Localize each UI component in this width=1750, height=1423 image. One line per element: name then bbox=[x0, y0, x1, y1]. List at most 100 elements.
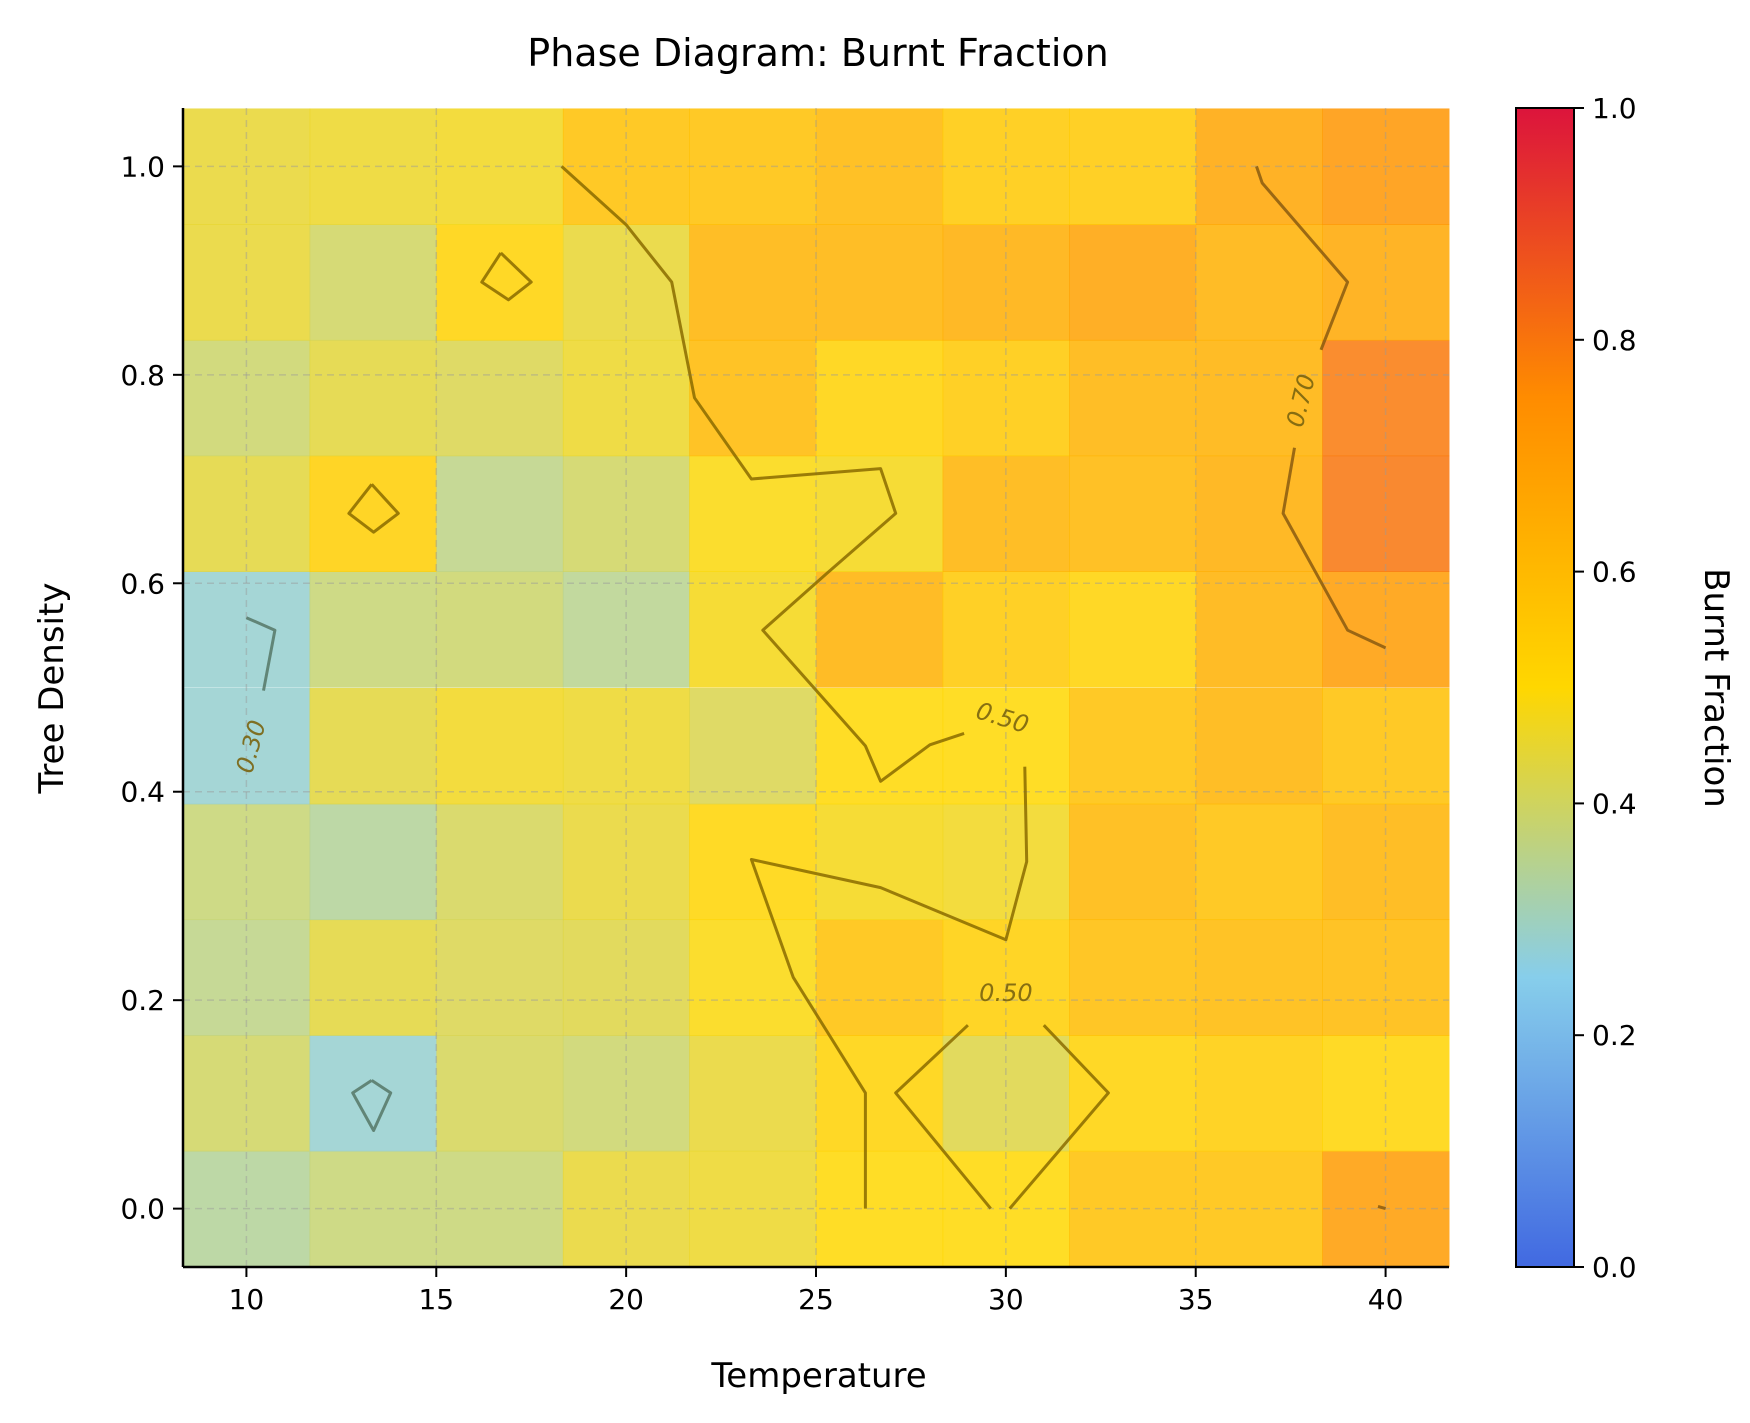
y-tick-label: 0.4 bbox=[120, 776, 165, 809]
heatmap-cell bbox=[183, 919, 311, 1036]
heatmap-cell bbox=[183, 687, 311, 805]
heatmap-cell bbox=[562, 1150, 691, 1268]
heatmap-cell bbox=[942, 687, 1070, 805]
heatmap-cell bbox=[942, 455, 1070, 572]
y-axis-label: Tree Density bbox=[32, 583, 72, 795]
contour-line bbox=[245, 616, 277, 691]
heatmap-cell bbox=[183, 1150, 311, 1268]
heatmap-cell bbox=[562, 224, 691, 341]
heatmap-cell bbox=[1069, 1035, 1197, 1152]
heatmap-cell bbox=[1069, 571, 1197, 688]
heatmap-cell bbox=[183, 224, 311, 341]
heatmap-cell bbox=[816, 571, 944, 688]
heatmap-cell bbox=[1322, 108, 1450, 225]
x-axis-label: Temperature bbox=[710, 1356, 926, 1396]
heatmap-cell bbox=[309, 339, 437, 457]
x-tick-label: 15 bbox=[418, 1283, 454, 1316]
heatmap-cell bbox=[309, 687, 437, 805]
heatmap-cell bbox=[1322, 919, 1450, 1036]
contour-line bbox=[480, 251, 533, 302]
colorbar-tick-label: 0.2 bbox=[1592, 1019, 1637, 1052]
y-tick-label: 0.8 bbox=[120, 359, 165, 392]
heatmap-cell bbox=[309, 224, 437, 341]
heatmap-cell bbox=[309, 919, 437, 1036]
heatmap-cell bbox=[1195, 108, 1324, 225]
heatmap-cell bbox=[183, 803, 311, 921]
heatmap-cell bbox=[309, 1150, 437, 1268]
heatmap-cell bbox=[816, 687, 944, 805]
heatmap-cells bbox=[183, 108, 1450, 1268]
heatmap-cell bbox=[436, 224, 564, 341]
heatmap-cell bbox=[1195, 455, 1324, 572]
heatmap-cell bbox=[309, 571, 437, 688]
x-tick-label: 25 bbox=[798, 1283, 834, 1316]
colorbar-tick-label: 0.0 bbox=[1592, 1251, 1637, 1284]
y-axis-ticks: 0.0 0.2 0.4 0.6 0.8 1.0 bbox=[120, 150, 183, 1226]
heatmap-cell bbox=[1195, 224, 1324, 341]
contour-line bbox=[1255, 165, 1350, 351]
heatmap-cell bbox=[1069, 919, 1197, 1036]
heatmap-cell bbox=[436, 687, 564, 805]
heatmap-cell bbox=[309, 803, 437, 921]
heatmap-cell bbox=[309, 108, 437, 225]
heatmap-cell bbox=[436, 108, 564, 225]
heatmap-cell bbox=[1069, 108, 1197, 225]
heatmap-cell bbox=[562, 108, 691, 225]
heatmap-cell bbox=[1322, 571, 1450, 688]
heatmap-cell bbox=[689, 1035, 817, 1152]
heatmap-cell bbox=[1322, 455, 1450, 572]
heatmap-cell bbox=[689, 108, 817, 225]
heatmap-cell bbox=[1322, 224, 1450, 341]
colorbar-tick-label: 0.4 bbox=[1592, 787, 1637, 820]
heatmap-cell bbox=[436, 1150, 564, 1268]
colorbar bbox=[1515, 107, 1575, 1268]
heatmap-cell bbox=[183, 571, 311, 688]
y-tick-label: 0.6 bbox=[120, 567, 165, 600]
y-tick-label: 0.2 bbox=[120, 984, 165, 1017]
x-tick-label: 30 bbox=[988, 1283, 1024, 1316]
heatmap-cell bbox=[562, 339, 691, 457]
heatmap-cell bbox=[816, 803, 944, 921]
heatmap-cell bbox=[1322, 803, 1450, 921]
heatmap-cell bbox=[816, 339, 944, 457]
heatmap-cell bbox=[183, 455, 311, 572]
x-tick-label: 35 bbox=[1178, 1283, 1214, 1316]
heatmap-cell bbox=[689, 339, 817, 457]
heatmap-cell bbox=[816, 224, 944, 341]
heatmap-cell bbox=[1195, 1150, 1324, 1268]
heatmap-cell bbox=[816, 919, 944, 1036]
heatmap-cell bbox=[183, 108, 311, 225]
heatmap-cell bbox=[1322, 1035, 1450, 1152]
heatmap-cell bbox=[183, 339, 311, 457]
heatmap-cell bbox=[436, 455, 564, 572]
heatmap-cell bbox=[436, 803, 564, 921]
heatmap-cell bbox=[1195, 1035, 1324, 1152]
contour-line bbox=[894, 1024, 992, 1210]
heatmap-cell bbox=[1195, 339, 1324, 457]
heatmap-cell bbox=[942, 224, 1070, 341]
contour-lines bbox=[245, 165, 1387, 1211]
heatmap-cell bbox=[562, 687, 691, 805]
heatmap-cell bbox=[309, 1035, 437, 1152]
chart-title: Phase Diagram: Burnt Fraction bbox=[527, 31, 1108, 75]
grid-lines bbox=[183, 108, 1449, 1267]
heatmap-cell bbox=[1195, 919, 1324, 1036]
heatmap-cell bbox=[816, 1035, 944, 1152]
heatmap-cell bbox=[1322, 1150, 1450, 1268]
heatmap-cell bbox=[689, 1150, 817, 1268]
heatmap-cell bbox=[942, 803, 1070, 921]
heatmap-cell bbox=[562, 803, 691, 921]
x-tick-label: 40 bbox=[1368, 1283, 1404, 1316]
heatmap-cell bbox=[1069, 224, 1197, 341]
heatmap-cell bbox=[816, 1150, 944, 1268]
heatmap-cell bbox=[1069, 1150, 1197, 1268]
heatmap-cell bbox=[562, 571, 691, 688]
colorbar-tick-label: 0.8 bbox=[1592, 324, 1637, 357]
x-axis-ticks: 10 15 20 25 30 35 40 bbox=[229, 1267, 1404, 1316]
contour-label: 0.50 bbox=[979, 979, 1032, 1007]
heatmap-cell bbox=[689, 687, 817, 805]
heatmap-cell bbox=[816, 108, 944, 225]
heatmap-cell bbox=[309, 455, 437, 572]
colorbar-tick-label: 1.0 bbox=[1592, 92, 1637, 125]
